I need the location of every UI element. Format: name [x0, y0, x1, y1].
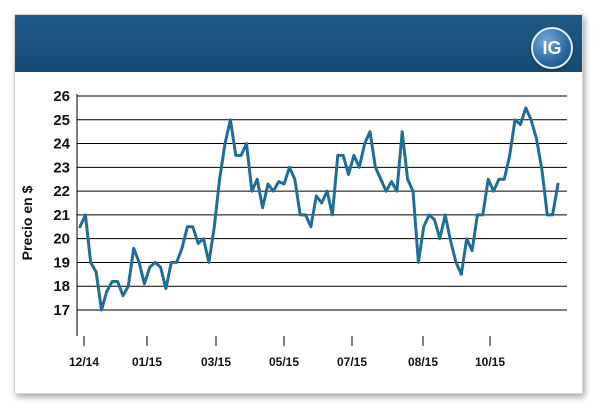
y-tick-label: 20	[53, 231, 70, 248]
y-tick-label: 25	[53, 112, 70, 129]
chart-card: IG	[14, 14, 583, 394]
y-tick-label: 19	[53, 254, 70, 271]
x-tick-labels: 12/14 01/15 03/15 05/15 07/15 08/15 10/15	[69, 336, 505, 369]
y-tick-label: 18	[53, 278, 70, 295]
y-tick-label: 21	[53, 207, 70, 224]
y-tick-label: 22	[53, 183, 70, 200]
x-tick-label: 08/15	[408, 355, 438, 369]
price-series-line	[78, 106, 560, 312]
ig-logo: IG	[531, 27, 573, 69]
x-tick-label: 07/15	[337, 355, 367, 369]
x-tick-label: 12/14	[69, 355, 99, 369]
x-tick-label: 03/15	[201, 355, 231, 369]
y-tick-labels: 17 18 19 20 21 22 23 24 25 26	[53, 88, 70, 319]
series-group	[78, 106, 560, 312]
y-tick-label: 24	[53, 136, 70, 153]
y-tick-label: 26	[53, 88, 70, 105]
grid-lines	[77, 95, 567, 311]
y-axis-label: Precio en $	[19, 185, 35, 260]
x-tick-label: 05/15	[269, 355, 299, 369]
y-tick-label: 17	[53, 302, 70, 319]
x-tick-label: 01/15	[132, 355, 162, 369]
x-tick-label: 10/15	[475, 355, 505, 369]
chart-header	[15, 15, 582, 72]
y-tick-label: 23	[53, 159, 70, 176]
